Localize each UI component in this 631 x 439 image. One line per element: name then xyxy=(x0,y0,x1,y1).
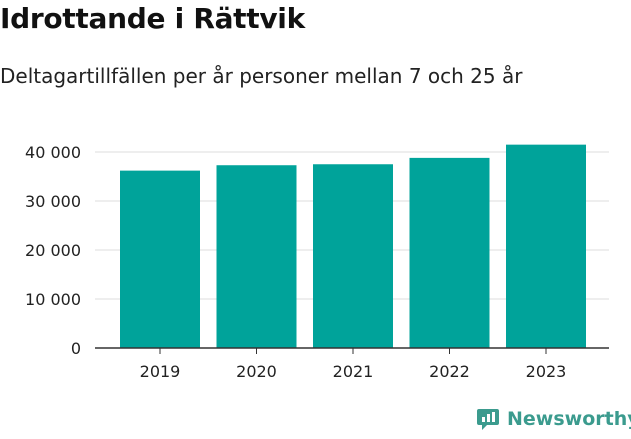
axes xyxy=(95,347,609,354)
y-tick-label: 40 000 xyxy=(25,143,81,162)
bar-2021 xyxy=(313,164,393,348)
x-tick-label: 2022 xyxy=(429,362,470,381)
x-tick-label: 2021 xyxy=(333,362,374,381)
chart-title: Idrottande i Rättvik xyxy=(0,2,305,35)
tick-labels: 0 10 000 20 000 30 000 40 000 2019 2020 2021 202… xyxy=(25,143,566,381)
y-tick-label: 30 000 xyxy=(25,192,81,211)
x-tick-label: 2019 xyxy=(140,362,181,381)
y-tick-label: 10 000 xyxy=(25,290,81,309)
bar-2020 xyxy=(216,165,297,348)
x-tick-label: 2020 xyxy=(236,362,277,381)
bar-chart: 0 10 000 20 000 30 000 40 000 2019 2020 2021 202… xyxy=(25,143,609,381)
newsworthy-logo-icon xyxy=(477,409,499,430)
x-tick-label: 2023 xyxy=(526,362,567,381)
brand-name: Newsworthy xyxy=(507,408,631,430)
y-tick-label: 20 000 xyxy=(25,241,81,260)
bars xyxy=(120,144,586,348)
bar-2023 xyxy=(506,144,586,348)
bar-2022 xyxy=(409,157,490,348)
chart-subtitle: Deltagartillfällen per år personer mella… xyxy=(0,64,523,88)
newsworthy-logo[interactable]: Newsworthy xyxy=(475,406,631,432)
y-tick-label: 0 xyxy=(71,339,81,358)
bar-2019 xyxy=(120,170,200,348)
